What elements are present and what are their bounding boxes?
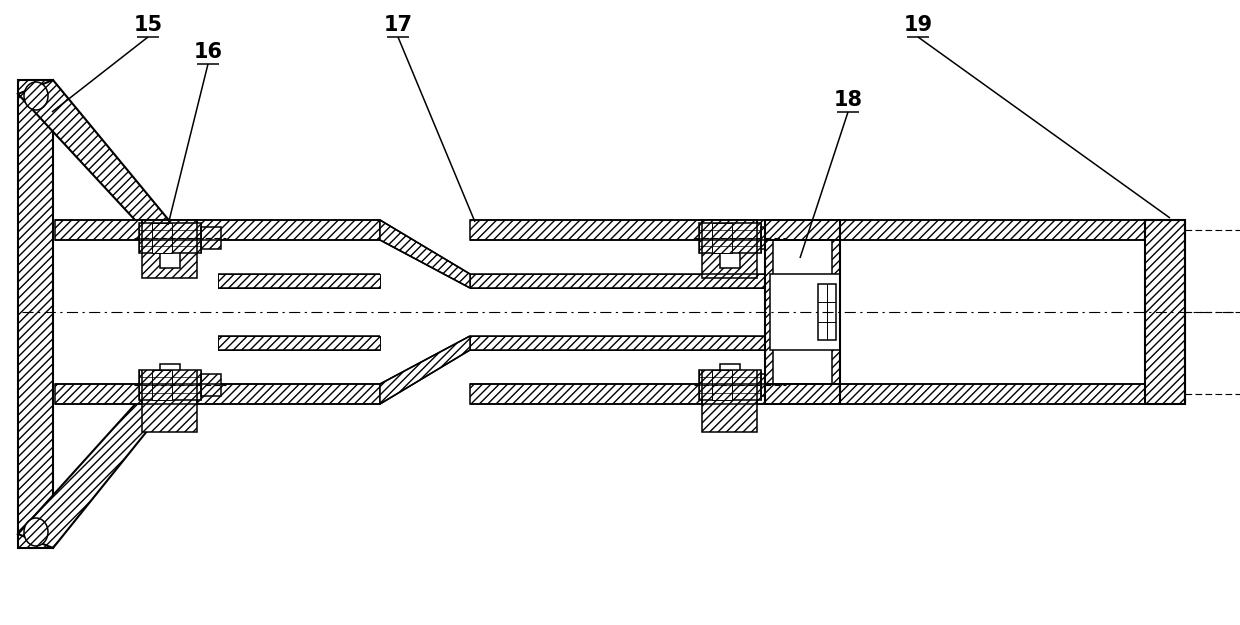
Bar xyxy=(818,284,836,340)
Polygon shape xyxy=(19,390,172,548)
Bar xyxy=(201,374,221,396)
Bar xyxy=(143,374,197,432)
Bar xyxy=(702,374,756,432)
Ellipse shape xyxy=(24,518,48,546)
Bar xyxy=(139,223,201,253)
Bar xyxy=(761,374,781,396)
Polygon shape xyxy=(19,80,172,234)
Bar xyxy=(470,220,1145,240)
Bar xyxy=(55,220,379,240)
Text: 16: 16 xyxy=(193,42,222,62)
Bar xyxy=(765,220,839,404)
Text: 19: 19 xyxy=(904,15,932,35)
Text: 15: 15 xyxy=(134,15,162,35)
Bar xyxy=(712,370,732,400)
Bar xyxy=(19,80,53,548)
Bar xyxy=(765,220,839,240)
Bar xyxy=(55,384,379,404)
Bar xyxy=(1145,220,1185,404)
Ellipse shape xyxy=(24,82,48,110)
Bar xyxy=(699,370,761,400)
Bar xyxy=(712,223,732,253)
Bar xyxy=(773,240,832,384)
Bar xyxy=(720,240,740,268)
Bar xyxy=(139,370,201,400)
Bar xyxy=(761,227,781,249)
Bar xyxy=(470,274,765,288)
Bar xyxy=(470,384,1145,404)
Bar xyxy=(153,370,172,400)
Bar xyxy=(160,364,180,392)
Bar xyxy=(201,227,221,249)
Bar xyxy=(720,364,740,392)
Polygon shape xyxy=(379,220,470,288)
Polygon shape xyxy=(379,336,470,404)
Bar xyxy=(770,274,839,350)
Text: 18: 18 xyxy=(833,90,863,110)
Bar xyxy=(470,336,765,350)
Bar xyxy=(160,240,180,268)
Bar xyxy=(143,220,197,278)
Bar xyxy=(218,274,379,288)
Bar xyxy=(765,384,839,404)
Bar xyxy=(702,220,756,278)
Bar xyxy=(153,223,172,253)
Bar xyxy=(218,336,379,350)
Bar xyxy=(699,223,761,253)
Text: 17: 17 xyxy=(383,15,413,35)
